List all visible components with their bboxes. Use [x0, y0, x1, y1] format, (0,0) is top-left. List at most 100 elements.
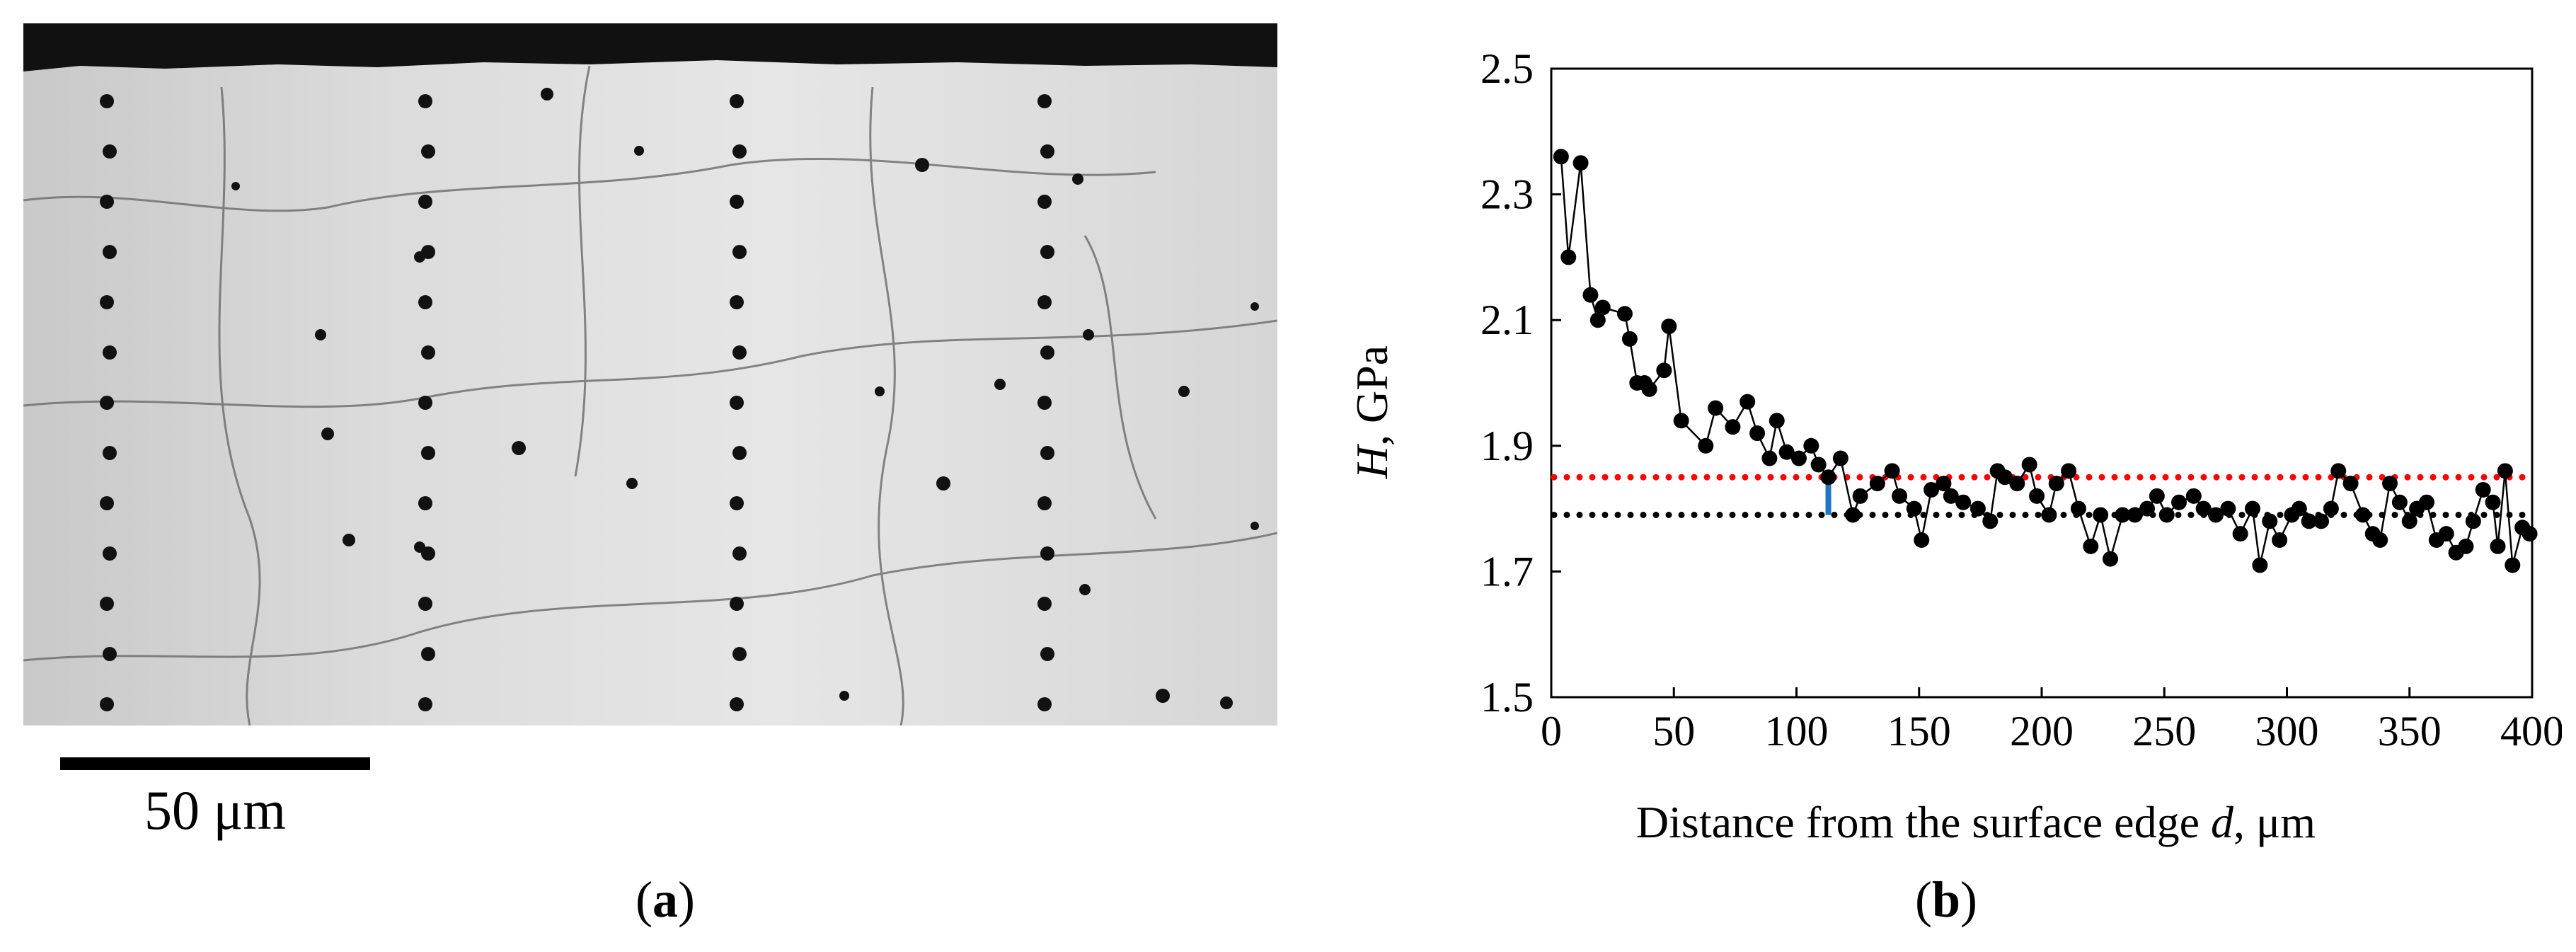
- indent-mark: [103, 446, 117, 460]
- data-point: [2313, 513, 2330, 529]
- data-point: [1820, 469, 1836, 486]
- indent-mark: [1040, 345, 1054, 360]
- x-tick-label: 150: [1887, 708, 1951, 755]
- data-point: [2291, 500, 2307, 517]
- data-point: [2252, 557, 2268, 573]
- x-tick-label: 100: [1765, 708, 1829, 755]
- data-point: [1943, 488, 1959, 504]
- hardness-chart: 0 50 100 150 200 250 300 350 400 1.5 1.7 1.9 2.1 2.3…: [1347, 45, 2562, 847]
- y-tick-label: 1.5: [1480, 674, 1534, 721]
- inclusion-dot: [626, 478, 638, 489]
- data-point: [2382, 476, 2398, 492]
- indent-mark: [730, 195, 744, 209]
- inclusion-dot: [414, 541, 425, 553]
- inclusion-dot: [1220, 696, 1233, 709]
- data-point: [1906, 500, 1922, 517]
- indent-mark: [1037, 496, 1052, 510]
- data-point: [1810, 457, 1827, 473]
- data-point: [1560, 249, 1577, 265]
- x-tick-label: 350: [2378, 708, 2442, 755]
- inclusion-dot: [915, 158, 929, 172]
- indent-mark: [421, 345, 435, 360]
- data-point: [1832, 450, 1848, 466]
- indent-mark: [1037, 195, 1052, 209]
- indent-mark: [1037, 295, 1052, 309]
- data-point: [1589, 312, 1606, 328]
- indent-mark: [732, 647, 747, 661]
- data-point: [2195, 500, 2212, 517]
- data-point: [1594, 299, 1611, 316]
- indent-mark: [421, 144, 435, 159]
- inclusion-dot: [1156, 689, 1170, 703]
- data-point: [2490, 538, 2506, 554]
- data-point: [1803, 437, 1819, 454]
- data-point: [2485, 494, 2501, 510]
- data-point: [2149, 488, 2165, 504]
- inclusion-dot: [875, 386, 885, 396]
- data-point: [2171, 494, 2187, 510]
- data-point: [2301, 513, 2317, 529]
- indent-mark: [730, 697, 744, 711]
- indent-mark: [418, 496, 432, 510]
- series-layer: [1553, 149, 2538, 573]
- caption-b: (b): [1914, 871, 1977, 928]
- chart-axes: [1550, 67, 2534, 699]
- indent-mark: [421, 446, 435, 460]
- data-point: [2272, 532, 2288, 548]
- inclusion-dot: [994, 379, 1006, 390]
- x-tick-label: 200: [2010, 708, 2074, 755]
- inclusion-dot: [1079, 584, 1091, 595]
- indent-mark: [103, 647, 117, 661]
- data-point: [2208, 507, 2224, 523]
- data-point: [2185, 488, 2202, 504]
- micrograph-image: [23, 23, 1277, 726]
- indent-mark: [732, 144, 747, 159]
- x-tick-label: 300: [2255, 708, 2319, 755]
- data-point: [1708, 400, 1724, 416]
- indent-mark: [100, 597, 114, 611]
- indent-mark: [100, 496, 114, 510]
- indent-mark: [418, 697, 432, 711]
- data-point: [2061, 463, 2077, 479]
- inclusion-dot: [1250, 302, 1259, 311]
- inclusion-dot: [512, 441, 526, 455]
- indent-mark: [1040, 245, 1054, 259]
- data-point: [2522, 526, 2538, 542]
- data-point: [1884, 463, 1900, 479]
- data-point: [2093, 507, 2109, 523]
- inclusion-dot: [634, 146, 644, 156]
- indent-mark: [1037, 396, 1052, 410]
- data-point: [2083, 538, 2099, 554]
- indent-mark: [418, 396, 432, 410]
- data-point: [2505, 557, 2521, 573]
- indent-mark: [103, 144, 117, 159]
- data-point: [2342, 476, 2359, 492]
- inclusion-dot: [1178, 386, 1190, 397]
- x-axis-ticks: 0 50 100 150 200 250 300 350 400: [1541, 687, 2562, 755]
- data-point: [1698, 437, 1714, 454]
- data-point: [1725, 419, 1741, 435]
- data-point: [1661, 319, 1677, 335]
- indent-mark: [100, 697, 114, 711]
- y-tick-label: 1.7: [1480, 548, 1534, 595]
- data-point: [1970, 500, 1986, 517]
- data-point: [2115, 507, 2131, 523]
- inclusion-dot: [315, 329, 326, 340]
- data-point: [2497, 463, 2513, 479]
- y-axis-ticks: 1.5 1.7 1.9 2.1 2.3 2.5: [1480, 45, 1561, 721]
- indent-mark: [730, 396, 744, 410]
- inclusion-dot: [541, 88, 553, 101]
- data-point: [2262, 513, 2278, 529]
- data-point: [1769, 413, 1785, 429]
- data-point: [2139, 500, 2155, 517]
- scale-bar-label: 50 μm: [144, 779, 286, 841]
- data-point: [2158, 507, 2175, 523]
- data-point: [1553, 149, 1569, 165]
- data-point: [1621, 331, 1638, 347]
- series-line: [1560, 156, 2531, 566]
- data-point: [1656, 362, 1672, 379]
- caption-a: (a): [636, 871, 695, 928]
- indent-mark: [418, 295, 432, 309]
- data-point: [1936, 476, 1952, 492]
- data-point: [1924, 481, 1940, 498]
